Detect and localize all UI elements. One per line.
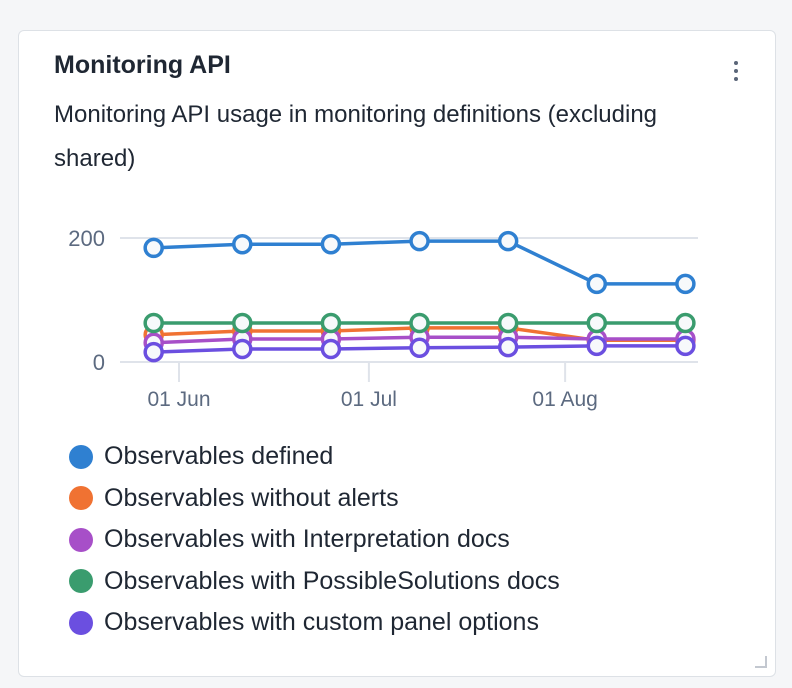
data-point xyxy=(143,312,164,334)
card-title: Monitoring API xyxy=(54,51,231,79)
data-point xyxy=(320,233,342,255)
data-point xyxy=(497,230,519,252)
legend-color-dot-icon xyxy=(69,569,93,594)
legend-label: Observables with PossibleSolutions docs xyxy=(104,566,560,595)
legend-item[interactable]: Observables with Interpretation docs xyxy=(69,519,560,561)
data-point xyxy=(675,335,696,357)
legend-item[interactable]: Observables with custom panel options xyxy=(69,602,560,644)
data-point xyxy=(497,336,519,358)
x-tick-label: 01 Jul xyxy=(341,388,397,411)
data-point xyxy=(586,273,608,295)
legend-label: Observables with Interpretation docs xyxy=(104,525,510,554)
card-subtitle: Monitoring API usage in monitoring defin… xyxy=(54,101,658,172)
resize-handle-icon[interactable] xyxy=(755,656,767,668)
data-point xyxy=(320,338,342,360)
legend-label: Observables defined xyxy=(104,442,334,471)
y-tick-label: 200 xyxy=(68,226,105,251)
data-point xyxy=(409,230,430,252)
data-point xyxy=(232,312,253,334)
data-point xyxy=(143,237,164,259)
data-point xyxy=(497,312,519,334)
x-tick-label: 01 Jun xyxy=(147,388,210,411)
x-tick-label: 01 Aug xyxy=(532,388,597,411)
y-tick-label: 0 xyxy=(93,350,105,375)
legend-item[interactable]: Observables without alerts xyxy=(69,478,560,520)
data-point xyxy=(675,273,696,295)
legend-color-dot-icon xyxy=(69,444,93,469)
data-point xyxy=(675,312,696,334)
legend-color-dot-icon xyxy=(69,486,93,511)
data-point xyxy=(232,338,253,360)
data-point xyxy=(143,341,164,363)
data-point xyxy=(232,233,253,255)
legend-item[interactable]: Observables with PossibleSolutions docs xyxy=(69,561,560,603)
data-point xyxy=(586,312,608,334)
chart-legend: Observables defined Observables without a… xyxy=(69,436,560,644)
legend-label: Observables without alerts xyxy=(104,483,399,512)
legend-color-dot-icon xyxy=(69,610,93,635)
more-options-icon[interactable] xyxy=(733,61,739,85)
data-point xyxy=(586,335,608,357)
legend-item[interactable]: Observables defined xyxy=(69,436,560,478)
legend-label: Observables with custom panel options xyxy=(104,608,539,637)
data-point xyxy=(320,312,342,334)
data-point xyxy=(409,312,430,334)
data-point xyxy=(409,337,430,358)
legend-color-dot-icon xyxy=(69,527,93,552)
